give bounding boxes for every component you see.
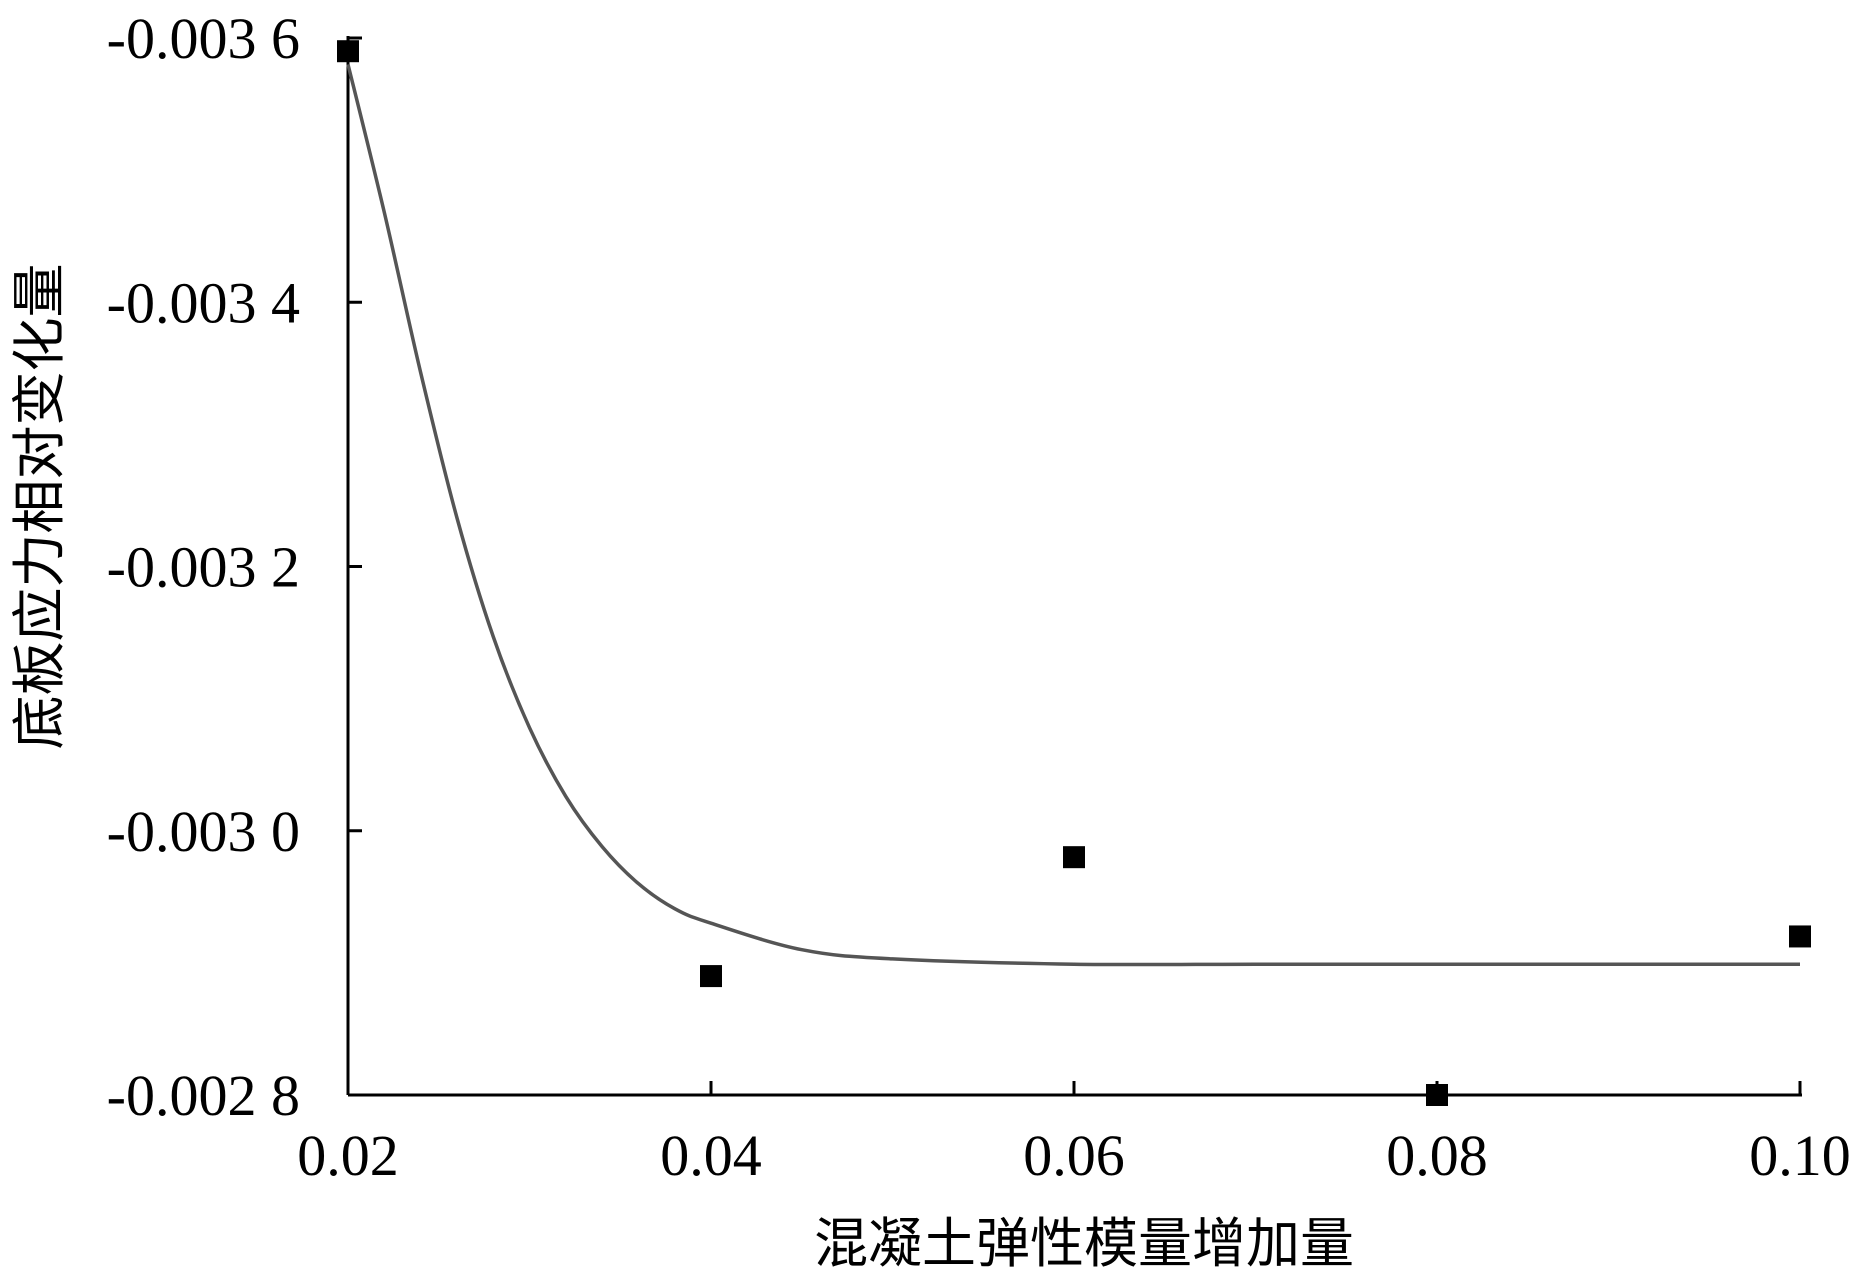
data-point-marker (337, 40, 359, 63)
fit-curve-line (346, 63, 1800, 967)
x-tick-label: 0.02 (297, 1123, 399, 1188)
x-axis-title: 混凝土弹性模量增加量 (814, 1212, 1354, 1275)
y-tick-label: -0.003 0 (107, 799, 300, 864)
data-point-marker (1426, 1084, 1448, 1106)
y-tick-label: -0.002 8 (107, 1063, 300, 1128)
data-point-marker (1063, 846, 1085, 869)
data-point-marker (700, 965, 722, 988)
y-tick-label: -0.003 6 (107, 6, 300, 71)
fit-curve-group (346, 63, 1800, 967)
y-tick-label: -0.003 4 (107, 270, 300, 335)
x-axis: 0.02 0.04 0.06 0.08 0.10 (297, 1081, 1851, 1188)
x-tick-label: 0.08 (1386, 1123, 1488, 1188)
data-point-marker (1789, 925, 1811, 948)
x-tick-label: 0.10 (1749, 1123, 1851, 1188)
data-points (337, 40, 1811, 1106)
y-tick-label: -0.003 2 (107, 535, 300, 600)
y-axis: -0.003 6 -0.003 4 -0.003 2 -0.003 0 -0.002 8 (107, 6, 362, 1128)
x-tick-label: 0.04 (660, 1123, 762, 1188)
x-tick-label: 0.06 (1023, 1123, 1125, 1188)
y-axis-title: 底板应力相对变化量 (8, 264, 71, 750)
